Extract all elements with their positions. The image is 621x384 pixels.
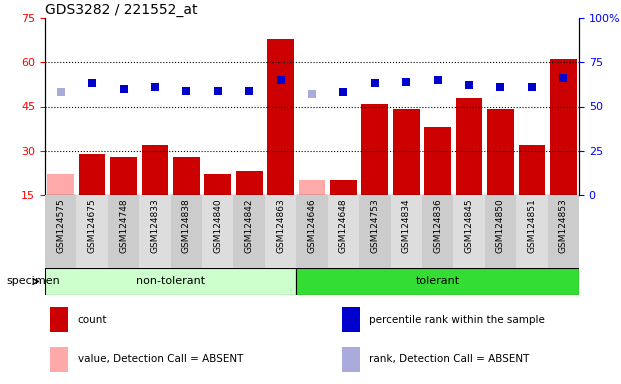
Bar xyxy=(516,195,548,268)
Point xyxy=(401,79,411,85)
Bar xyxy=(236,171,263,195)
Text: GSM124863: GSM124863 xyxy=(276,199,285,253)
Bar xyxy=(142,145,168,195)
Bar xyxy=(204,174,231,195)
Bar xyxy=(342,347,360,372)
Point xyxy=(244,88,254,94)
Point xyxy=(213,88,223,94)
Bar xyxy=(485,195,516,268)
Bar xyxy=(361,104,388,195)
Point xyxy=(307,91,317,97)
Bar xyxy=(342,308,360,333)
Point xyxy=(181,88,191,94)
Point xyxy=(433,77,443,83)
Bar xyxy=(50,308,68,333)
Bar xyxy=(487,109,514,195)
Text: GSM124838: GSM124838 xyxy=(182,199,191,253)
Bar xyxy=(548,195,579,268)
Bar xyxy=(267,39,294,195)
Text: GSM124833: GSM124833 xyxy=(150,199,160,253)
Text: GSM124850: GSM124850 xyxy=(496,199,505,253)
Text: tolerant: tolerant xyxy=(415,276,460,286)
Text: percentile rank within the sample: percentile rank within the sample xyxy=(369,315,545,325)
Text: GSM124646: GSM124646 xyxy=(307,199,317,253)
Bar xyxy=(50,347,68,372)
Point xyxy=(338,89,348,95)
Bar xyxy=(45,195,76,268)
Text: GSM124675: GSM124675 xyxy=(88,199,97,253)
Bar xyxy=(422,195,453,268)
Text: GSM124851: GSM124851 xyxy=(527,199,537,253)
Text: GSM124575: GSM124575 xyxy=(57,199,65,253)
Bar xyxy=(453,195,485,268)
Bar xyxy=(456,98,483,195)
Bar xyxy=(359,195,391,268)
Point xyxy=(119,86,129,92)
Text: GSM124840: GSM124840 xyxy=(213,199,222,253)
Bar xyxy=(202,195,233,268)
Bar xyxy=(296,195,328,268)
Bar xyxy=(47,174,74,195)
Bar xyxy=(79,154,106,195)
Bar xyxy=(265,195,296,268)
Bar xyxy=(233,195,265,268)
Text: GSM124834: GSM124834 xyxy=(402,199,410,253)
Bar xyxy=(45,268,296,295)
Point xyxy=(150,84,160,90)
Text: GSM124845: GSM124845 xyxy=(465,199,474,253)
Bar xyxy=(424,127,451,195)
Text: GSM124842: GSM124842 xyxy=(245,199,253,253)
Point xyxy=(464,82,474,88)
Point xyxy=(496,84,505,90)
Bar xyxy=(110,157,137,195)
Bar xyxy=(519,145,545,195)
Text: GSM124836: GSM124836 xyxy=(433,199,442,253)
Text: rank, Detection Call = ABSENT: rank, Detection Call = ABSENT xyxy=(369,354,530,364)
Bar xyxy=(550,59,577,195)
Bar xyxy=(299,180,325,195)
Point xyxy=(370,80,380,86)
Point xyxy=(87,80,97,86)
Text: GSM124753: GSM124753 xyxy=(370,199,379,253)
Text: count: count xyxy=(78,315,107,325)
Point xyxy=(527,84,537,90)
Bar xyxy=(393,109,420,195)
Point xyxy=(558,75,568,81)
Bar xyxy=(391,195,422,268)
Bar xyxy=(328,195,359,268)
Bar xyxy=(171,195,202,268)
Text: GDS3282 / 221552_at: GDS3282 / 221552_at xyxy=(45,3,197,17)
Text: GSM124853: GSM124853 xyxy=(559,199,568,253)
Point xyxy=(56,89,66,95)
Text: GSM124748: GSM124748 xyxy=(119,199,128,253)
Bar xyxy=(296,268,579,295)
Bar xyxy=(330,180,356,195)
Bar xyxy=(139,195,171,268)
Text: GSM124648: GSM124648 xyxy=(339,199,348,253)
Text: non-tolerant: non-tolerant xyxy=(136,276,205,286)
Text: specimen: specimen xyxy=(7,276,60,286)
Bar xyxy=(76,195,108,268)
Bar xyxy=(108,195,139,268)
Text: value, Detection Call = ABSENT: value, Detection Call = ABSENT xyxy=(78,354,243,364)
Bar xyxy=(173,157,200,195)
Point xyxy=(276,77,286,83)
